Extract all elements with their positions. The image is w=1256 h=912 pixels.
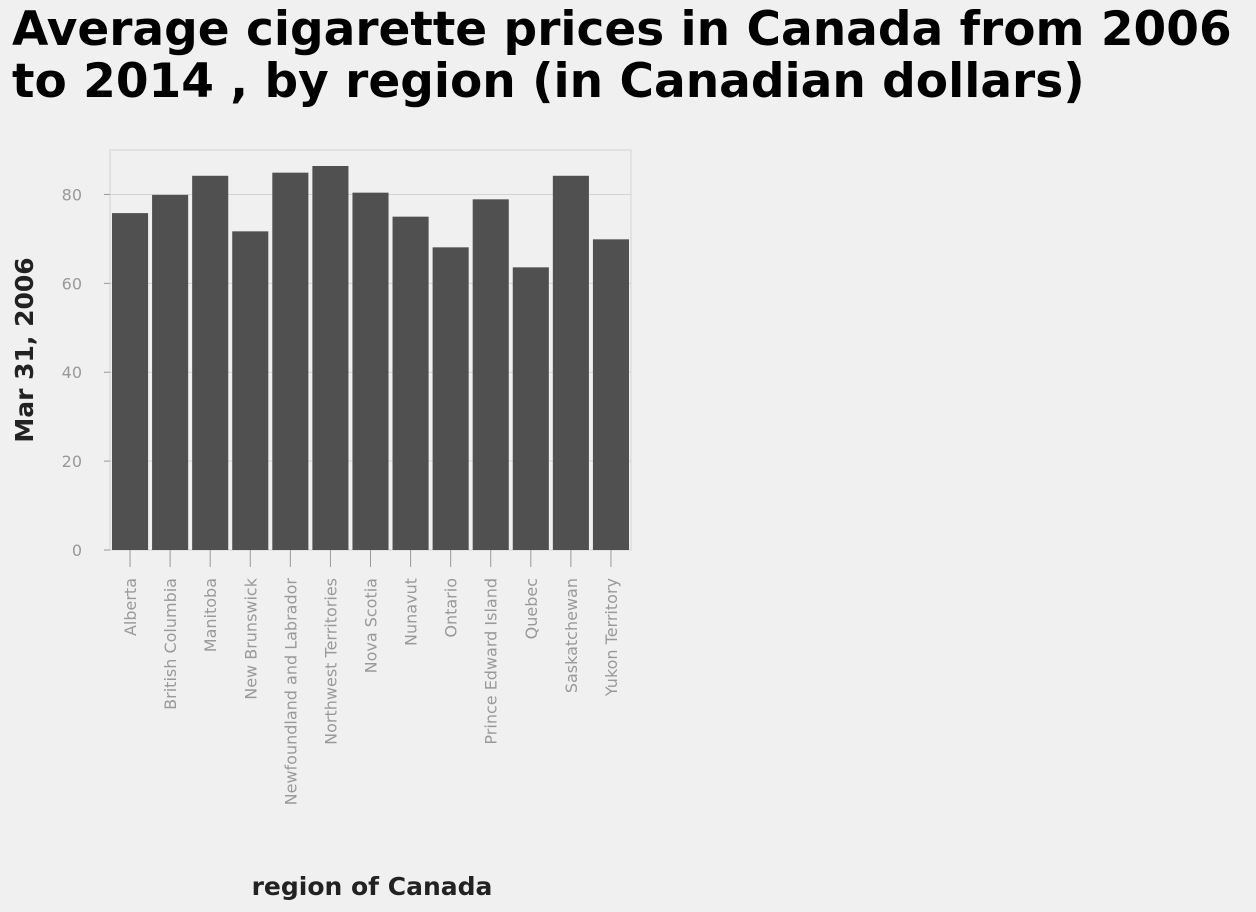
y-tick-label: 40 xyxy=(62,363,82,382)
y-tick-label: 80 xyxy=(62,185,82,204)
bar xyxy=(352,192,389,550)
x-tick-label: Newfoundland and Labrador xyxy=(281,578,300,806)
bar xyxy=(152,194,189,550)
x-tick-label: New Brunswick xyxy=(241,577,260,699)
bar xyxy=(472,199,509,551)
y-tick-label: 60 xyxy=(62,274,82,293)
x-tick-label: Yukon Territory xyxy=(602,578,621,697)
y-tick-label: 20 xyxy=(62,452,82,471)
bar xyxy=(592,239,629,551)
bar xyxy=(512,267,549,550)
bar xyxy=(392,216,429,550)
y-tick-label: 0 xyxy=(72,541,82,560)
x-tick-label: Quebec xyxy=(522,578,541,639)
chart-title: Average cigarette prices in Canada from … xyxy=(12,2,1232,109)
bar xyxy=(192,175,229,550)
x-tick-label: Alberta xyxy=(121,578,140,636)
bars xyxy=(112,166,629,551)
x-tick-label: Ontario xyxy=(442,578,461,638)
x-tick-label: Prince Edward Island xyxy=(482,578,501,745)
y-axis: 0 20 40 60 80 xyxy=(62,185,110,560)
bar xyxy=(312,166,349,550)
x-tick-label: Manitoba xyxy=(201,578,220,652)
bar xyxy=(552,175,589,550)
bar xyxy=(272,172,309,550)
bar xyxy=(112,213,149,550)
x-tick-label: Saskatchewan xyxy=(562,578,581,693)
y-axis-title: Mar 31, 2006 xyxy=(10,257,39,442)
bar xyxy=(432,247,469,551)
x-tick-label: Nova Scotia xyxy=(362,578,381,673)
x-axis-title: region of Canada xyxy=(252,872,493,901)
x-tick-label: Northwest Territories xyxy=(321,578,340,745)
x-tick-label: Nunavut xyxy=(402,578,421,646)
x-tick-label: British Columbia xyxy=(161,578,180,710)
x-axis: Alberta British Columbia Manitoba New Bruns… xyxy=(121,550,621,805)
bar xyxy=(232,231,269,551)
